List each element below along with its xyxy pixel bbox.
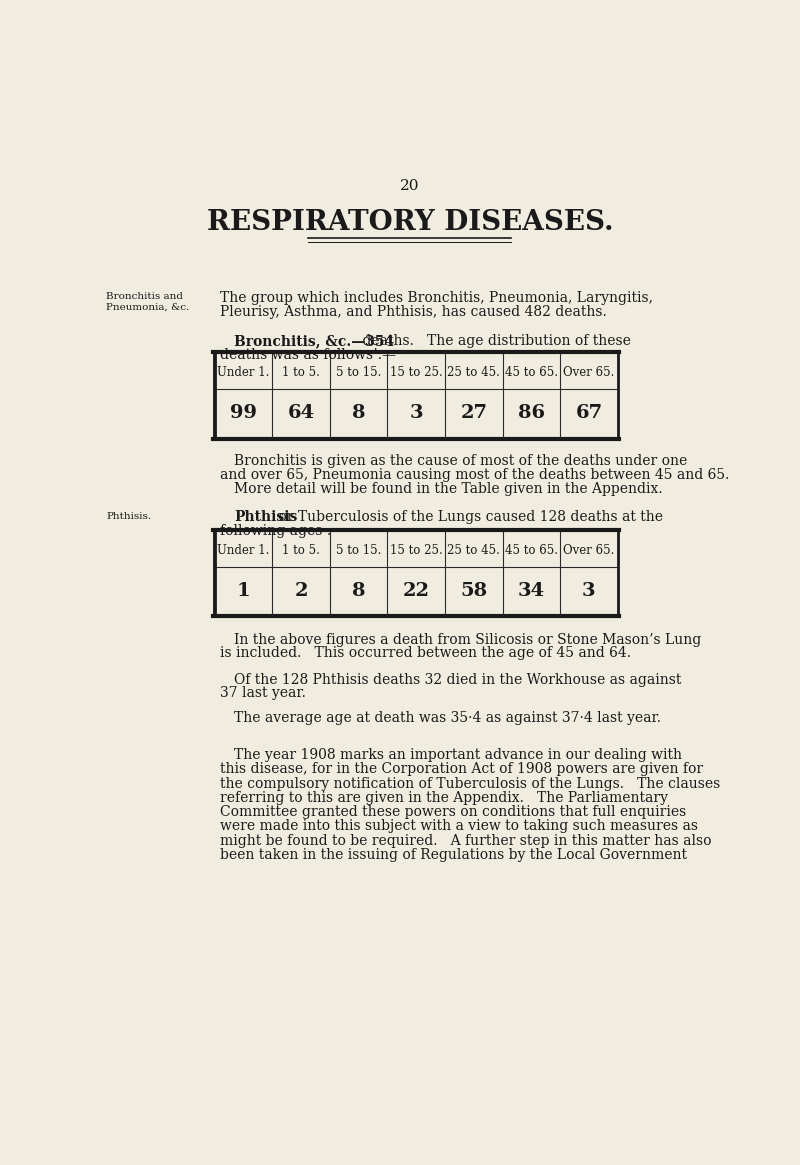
Text: 45 to 65.: 45 to 65. bbox=[505, 544, 558, 557]
Text: the compulsory notification of Tuberculosis of the Lungs.   The clauses: the compulsory notification of Tuberculo… bbox=[220, 777, 720, 791]
Text: 34: 34 bbox=[518, 582, 545, 600]
Text: 20: 20 bbox=[400, 179, 420, 193]
Text: 5 to 15.: 5 to 15. bbox=[336, 544, 382, 557]
Text: The group which includes Bronchitis, Pneumonia, Laryngitis,: The group which includes Bronchitis, Pne… bbox=[220, 291, 653, 305]
Text: Of the 128 Phthisis deaths 32 died in the Workhouse as against: Of the 128 Phthisis deaths 32 died in th… bbox=[234, 672, 682, 686]
Text: 5 to 15.: 5 to 15. bbox=[336, 366, 382, 379]
Text: Phthisis.: Phthisis. bbox=[106, 511, 151, 521]
Text: Bronchitis is given as the cause of most of the deaths under one: Bronchitis is given as the cause of most… bbox=[234, 454, 687, 468]
Text: deaths.   The age distribution of these: deaths. The age distribution of these bbox=[358, 334, 631, 348]
Bar bbox=[213, 530, 619, 616]
Text: Pleurisy, Asthma, and Phthisis, has caused 482 deaths.: Pleurisy, Asthma, and Phthisis, has caus… bbox=[220, 305, 607, 319]
Text: following ages :—: following ages :— bbox=[220, 524, 346, 538]
Text: 8: 8 bbox=[352, 404, 366, 422]
Text: 3: 3 bbox=[582, 582, 596, 600]
Text: RESPIRATORY DISEASES.: RESPIRATORY DISEASES. bbox=[206, 210, 614, 236]
Text: Under 1.: Under 1. bbox=[218, 544, 270, 557]
Text: 64: 64 bbox=[287, 404, 314, 422]
Text: 27: 27 bbox=[460, 404, 487, 422]
Text: 1 to 5.: 1 to 5. bbox=[282, 366, 320, 379]
Text: 67: 67 bbox=[575, 404, 602, 422]
Text: 1 to 5.: 1 to 5. bbox=[282, 544, 320, 557]
Text: 99: 99 bbox=[230, 404, 257, 422]
Text: 25 to 45.: 25 to 45. bbox=[447, 366, 500, 379]
Text: Over 65.: Over 65. bbox=[563, 366, 614, 379]
Text: been taken in the issuing of Regulations by the Local Government: been taken in the issuing of Regulations… bbox=[220, 848, 687, 862]
Text: 25 to 45.: 25 to 45. bbox=[447, 544, 500, 557]
Text: Bronchitis and: Bronchitis and bbox=[106, 292, 183, 302]
Text: or Tuberculosis of the Lungs caused 128 deaths at the: or Tuberculosis of the Lungs caused 128 … bbox=[274, 510, 663, 524]
Text: The year 1908 marks an important advance in our dealing with: The year 1908 marks an important advance… bbox=[234, 748, 682, 762]
Text: deaths was as follows’:—: deaths was as follows’:— bbox=[220, 347, 396, 361]
Text: 22: 22 bbox=[402, 582, 430, 600]
Text: referring to this are given in the Appendix.   The Parliamentary: referring to this are given in the Appen… bbox=[220, 791, 668, 805]
Bar bbox=[214, 531, 618, 615]
Text: 37 last year.: 37 last year. bbox=[220, 686, 306, 700]
Text: Committee granted these powers on conditions that full enquiries: Committee granted these powers on condit… bbox=[220, 805, 686, 819]
Text: 8: 8 bbox=[352, 582, 366, 600]
Text: this disease, for in the Corporation Act of 1908 powers are given for: this disease, for in the Corporation Act… bbox=[220, 762, 703, 776]
Text: Under 1.: Under 1. bbox=[218, 366, 270, 379]
Bar bbox=[214, 354, 618, 437]
Text: 45 to 65.: 45 to 65. bbox=[505, 366, 558, 379]
Text: is included.   This occurred between the age of 45 and 64.: is included. This occurred between the a… bbox=[220, 647, 631, 661]
Bar bbox=[213, 352, 619, 438]
Text: Phthisis: Phthisis bbox=[234, 510, 298, 524]
Text: 58: 58 bbox=[460, 582, 487, 600]
Text: 2: 2 bbox=[294, 582, 308, 600]
Text: More detail will be found in the Table given in the Appendix.: More detail will be found in the Table g… bbox=[234, 481, 662, 495]
Text: 1: 1 bbox=[237, 582, 250, 600]
Text: In the above figures a death from Silicosis or Stone Mason’s Lung: In the above figures a death from Silico… bbox=[234, 633, 702, 647]
Text: Pneumonia, &c.: Pneumonia, &c. bbox=[106, 302, 190, 311]
Text: might be found to be required.   A further step in this matter has also: might be found to be required. A further… bbox=[220, 834, 712, 848]
Text: 3: 3 bbox=[410, 404, 423, 422]
Text: and over 65, Pneumonia causing most of the deaths between 45 and 65.: and over 65, Pneumonia causing most of t… bbox=[220, 468, 730, 482]
Text: Bronchitis, &c.—354: Bronchitis, &c.—354 bbox=[234, 334, 394, 348]
Text: 15 to 25.: 15 to 25. bbox=[390, 366, 442, 379]
Text: were made into this subject with a view to taking such measures as: were made into this subject with a view … bbox=[220, 819, 698, 833]
Text: 86: 86 bbox=[518, 404, 545, 422]
Text: The average age at death was 35·4 as against 37·4 last year.: The average age at death was 35·4 as aga… bbox=[234, 711, 661, 725]
Text: 15 to 25.: 15 to 25. bbox=[390, 544, 442, 557]
Text: Over 65.: Over 65. bbox=[563, 544, 614, 557]
